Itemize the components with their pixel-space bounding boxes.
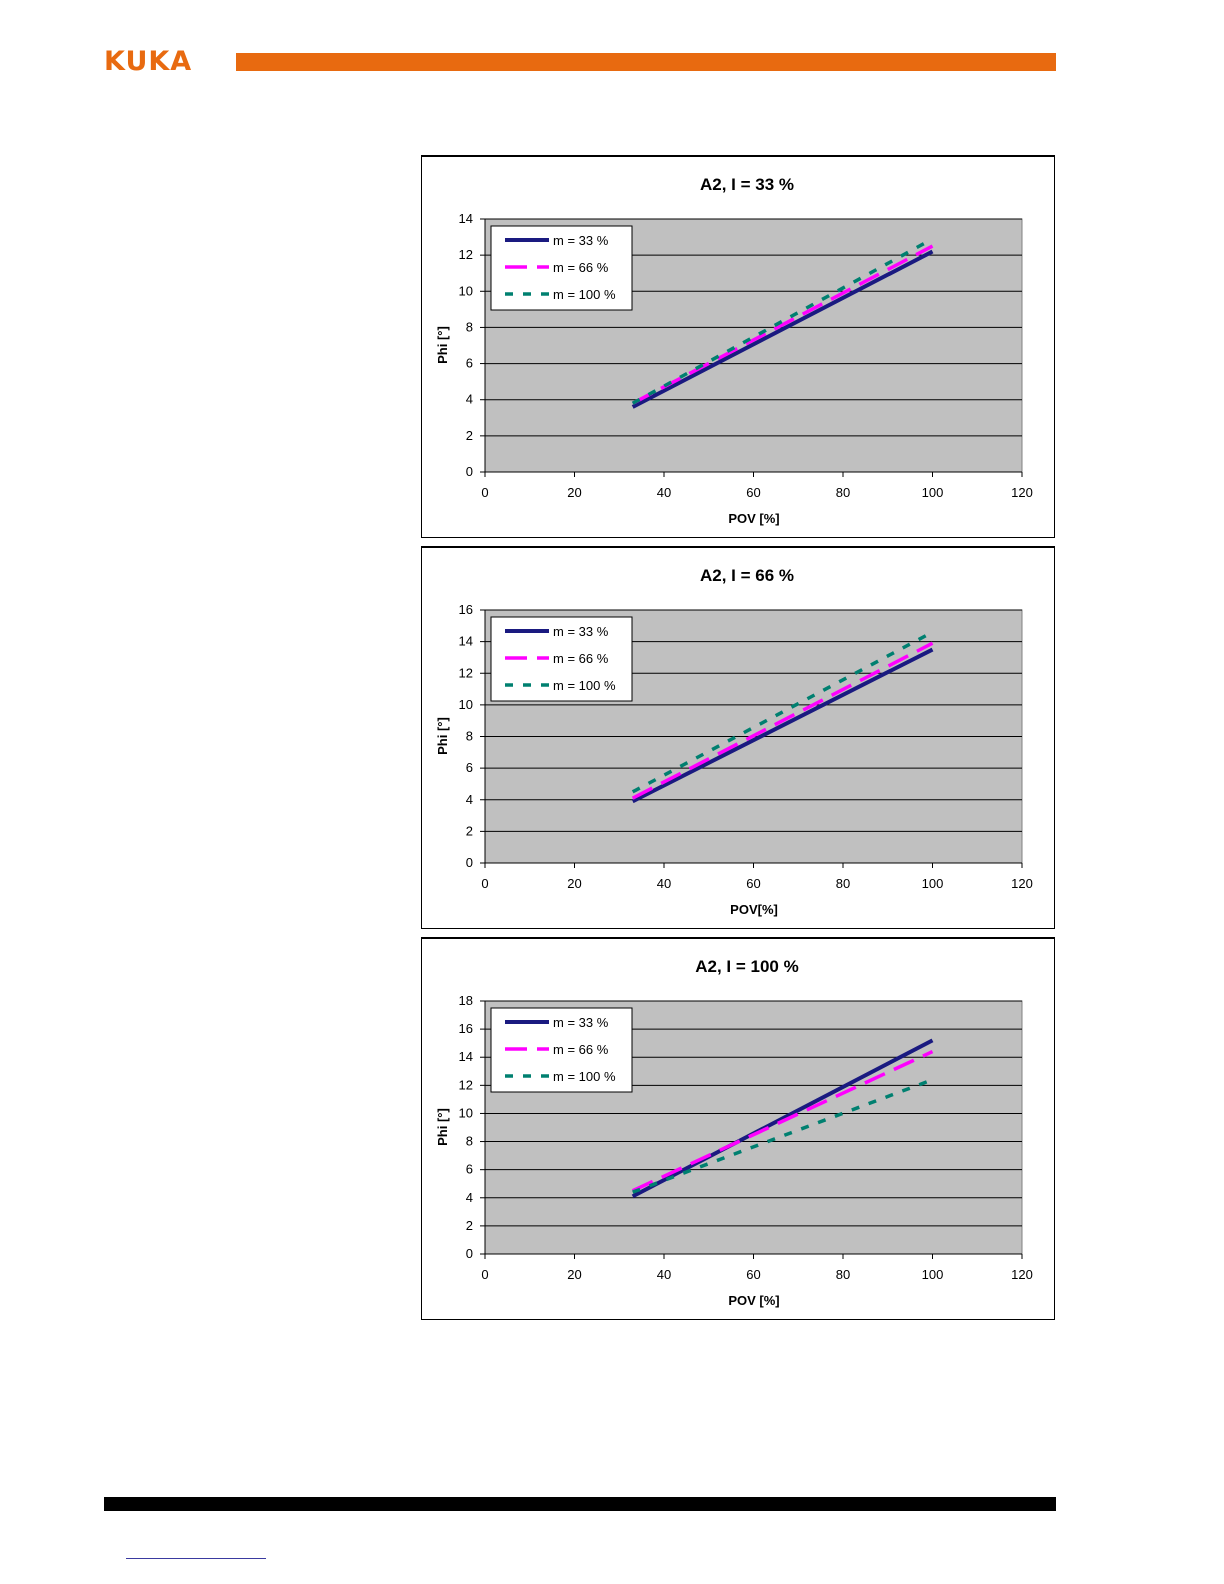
y-tick-label: 12 <box>459 665 473 680</box>
series-line-2 <box>631 641 934 800</box>
x-tick-label: 20 <box>567 485 581 500</box>
x-tick-label: 40 <box>657 485 671 500</box>
chart-panel-3: A2, I = 100 % 0 2 4 6 8 10 12 14 16 18 0 20 40 60 80 100… <box>421 937 1055 1320</box>
header-accent-bar <box>236 53 1056 71</box>
series-line-1 <box>631 647 934 804</box>
x-tick-label: 80 <box>836 1267 850 1282</box>
legend-label: m = 66 % <box>553 260 609 275</box>
series-line-3 <box>631 630 934 794</box>
y-tick-label: 6 <box>466 1162 473 1177</box>
y-axis-label: Phi [°] <box>435 1108 450 1146</box>
x-tick-label: 0 <box>481 1267 488 1282</box>
y-tick-label: 6 <box>466 760 473 775</box>
x-tick-label: 100 <box>922 876 944 891</box>
y-tick-label: 16 <box>459 602 473 617</box>
y-tick-label: 10 <box>459 697 473 712</box>
x-tick-label: 60 <box>746 876 760 891</box>
x-tick-label: 120 <box>1011 876 1033 891</box>
chart-svg-3: A2, I = 100 % 0 2 4 6 8 10 12 14 16 18 0 20 40 60 80 100… <box>435 957 1033 1308</box>
chart-panel-2: A2, I = 66 % 0 2 4 6 8 10 12 14 16 0 20 40 60 80 100 120… <box>421 546 1055 929</box>
x-axis-label: POV[%] <box>730 902 778 917</box>
chart-title: A2, I = 66 % <box>700 566 794 585</box>
x-tick-label: 80 <box>836 876 850 891</box>
y-tick-label: 12 <box>459 1077 473 1092</box>
legend-label: m = 66 % <box>553 1042 609 1057</box>
x-tick-label: 20 <box>567 876 581 891</box>
y-tick-label: 6 <box>466 356 473 371</box>
y-tick-label: 12 <box>459 247 473 262</box>
legend-label: m = 66 % <box>553 651 609 666</box>
series-line-1 <box>631 1038 934 1199</box>
y-tick-label: 18 <box>459 993 473 1008</box>
y-axis-label: Phi [°] <box>435 326 450 364</box>
y-tick-label: 4 <box>466 792 473 807</box>
footer-bar <box>104 1497 1056 1511</box>
series-line-1 <box>631 249 934 409</box>
x-tick-label: 0 <box>481 876 488 891</box>
chart-title: A2, I = 33 % <box>700 175 794 194</box>
y-tick-label: 8 <box>466 729 473 744</box>
chart-svg-2: A2, I = 66 % 0 2 4 6 8 10 12 14 16 0 20 40 60 80 100 120… <box>435 566 1033 917</box>
series-line-2 <box>631 244 934 405</box>
y-tick-label: 0 <box>466 1246 473 1261</box>
y-tick-label: 0 <box>466 855 473 870</box>
y-tick-label: 8 <box>466 1134 473 1149</box>
x-axis-label: POV [%] <box>728 1293 779 1308</box>
y-tick-label: 0 <box>466 464 473 479</box>
y-tick-label: 14 <box>459 634 473 649</box>
x-tick-label: 120 <box>1011 485 1033 500</box>
y-tick-label: 10 <box>459 1105 473 1120</box>
series-line-2 <box>631 1050 934 1193</box>
y-tick-label: 14 <box>459 1049 473 1064</box>
legend-label: m = 33 % <box>553 233 609 248</box>
y-tick-label: 2 <box>466 1218 473 1233</box>
x-tick-label: 120 <box>1011 1267 1033 1282</box>
chart-title: A2, I = 100 % <box>695 957 798 976</box>
y-tick-label: 4 <box>466 1190 473 1205</box>
legend-label: m = 33 % <box>553 624 609 639</box>
y-tick-label: 16 <box>459 1021 473 1036</box>
x-tick-label: 80 <box>836 485 850 500</box>
chart-svg-1: A2, I = 33 % 0 2 4 6 8 10 12 14 0 20 40 60 80 100 120 PO… <box>435 175 1033 526</box>
legend-label: m = 33 % <box>553 1015 609 1030</box>
x-tick-label: 40 <box>657 876 671 891</box>
y-tick-label: 2 <box>466 428 473 443</box>
kuka-logo: KUKA <box>104 46 193 77</box>
x-tick-label: 100 <box>922 485 944 500</box>
y-tick-label: 10 <box>459 283 473 298</box>
y-tick-label: 2 <box>466 823 473 838</box>
x-axis-label: POV [%] <box>728 511 779 526</box>
y-axis-label: Phi [°] <box>435 717 450 755</box>
legend-label: m = 100 % <box>553 287 616 302</box>
y-tick-label: 8 <box>466 319 473 334</box>
y-tick-label: 4 <box>466 392 473 407</box>
x-tick-label: 100 <box>922 1267 944 1282</box>
x-tick-label: 20 <box>567 1267 581 1282</box>
x-tick-label: 40 <box>657 1267 671 1282</box>
y-tick-label: 14 <box>459 211 473 226</box>
footer-link-underline <box>126 1558 266 1559</box>
chart-panel-1: A2, I = 33 % 0 2 4 6 8 10 12 14 0 20 40 60 80 100 120 PO… <box>421 155 1055 538</box>
series-line-3 <box>631 237 934 405</box>
x-tick-label: 60 <box>746 1267 760 1282</box>
legend-label: m = 100 % <box>553 678 616 693</box>
x-tick-label: 60 <box>746 485 760 500</box>
legend-label: m = 100 % <box>553 1069 616 1084</box>
x-tick-label: 0 <box>481 485 488 500</box>
